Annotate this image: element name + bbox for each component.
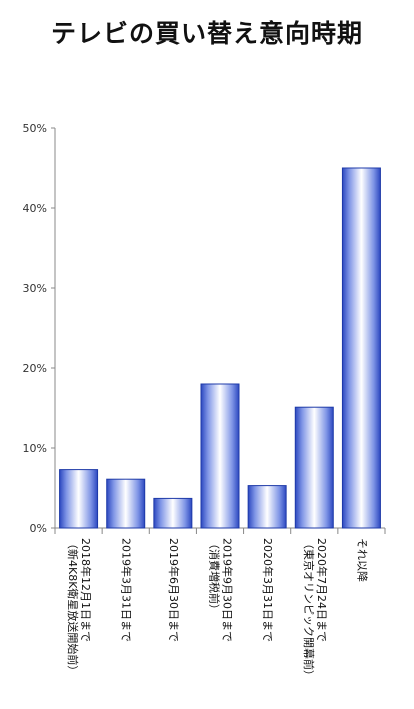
bar <box>200 383 240 529</box>
bar <box>106 478 146 529</box>
y-tick-label: 40% <box>23 202 47 215</box>
x-tick-label: 2018年12月1日まで <box>79 538 93 642</box>
y-tick-label: 30% <box>23 282 47 295</box>
y-tick-label: 0% <box>30 522 47 535</box>
y-tick-label: 10% <box>23 442 47 455</box>
y-tick-label: 50% <box>23 122 47 135</box>
bars <box>59 167 381 529</box>
bar <box>59 469 99 529</box>
x-tick-label: （東京オリンピック開幕前） <box>302 538 316 681</box>
x-tick-label: （新4K8K衛星放送開始前） <box>66 538 80 676</box>
category-labels: 2018年12月1日まで（新4K8K衛星放送開始前） 2019年3月31日まで 20… <box>66 538 369 681</box>
x-tick-label: 2020年3月31日まで <box>261 538 275 642</box>
x-tick-label: 2019年9月30日まで <box>221 538 235 642</box>
bar <box>247 485 287 529</box>
bar <box>341 167 381 529</box>
x-tick-label: 2019年3月31日まで <box>120 538 134 642</box>
x-tick-label: （消費増税前） <box>208 538 222 615</box>
x-tick-label: それ以降 <box>355 538 369 582</box>
bar <box>294 406 334 529</box>
x-tick-label: 2020年7月24日まで <box>315 538 329 642</box>
chart-title: テレビの買い替え意向時期 <box>50 19 363 48</box>
y-tick-label: 20% <box>23 362 47 375</box>
x-tick-label: 2019年6月30日まで <box>167 538 181 642</box>
bar <box>153 497 193 529</box>
